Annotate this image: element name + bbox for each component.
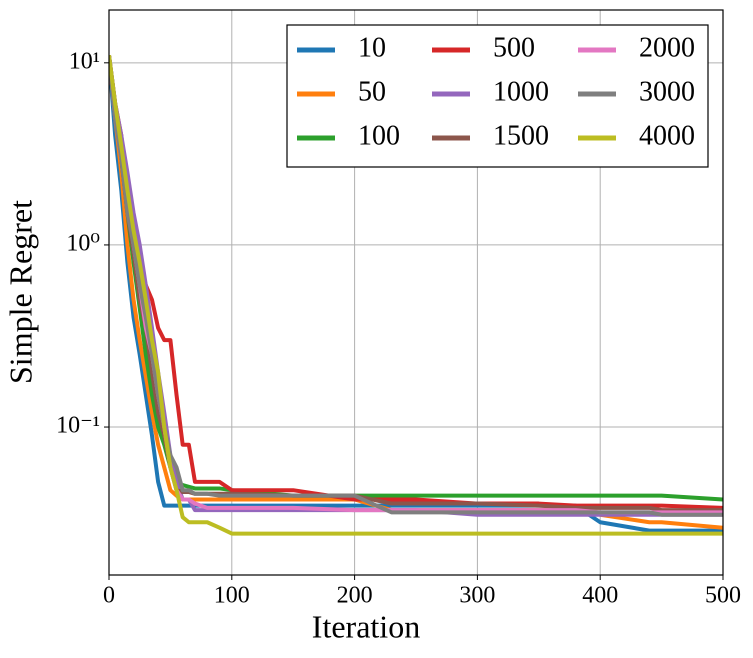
legend-label: 50 <box>358 76 386 107</box>
legend-label: 1000 <box>493 76 549 107</box>
series-line <box>109 55 723 536</box>
legend-label: 10 <box>358 32 386 63</box>
y-tick-label: 10¹ <box>69 48 100 74</box>
x-tick-label: 0 <box>103 583 115 609</box>
x-axis-label: Iteration <box>312 608 420 644</box>
legend-label: 4000 <box>639 120 695 151</box>
x-tick-label: 200 <box>337 583 373 609</box>
legend-box <box>286 24 709 168</box>
legend-label: 500 <box>493 32 535 63</box>
legend-label: 3000 <box>639 76 695 107</box>
series-line <box>109 55 723 517</box>
legend-label: 2000 <box>639 32 695 63</box>
x-tick-label: 400 <box>582 583 618 609</box>
x-tick-label: 300 <box>459 583 495 609</box>
y-axis-label: Simple Regret <box>2 200 38 384</box>
x-tick-label: 500 <box>705 583 741 609</box>
legend-label: 1500 <box>493 120 549 151</box>
plot-frame <box>108 9 724 576</box>
y-tick-label: 10⁰ <box>66 230 100 256</box>
y-tick-label: 10⁻¹ <box>56 413 100 439</box>
legend-label: 100 <box>358 120 400 151</box>
series-line <box>109 55 723 517</box>
x-tick-label: 100 <box>214 583 250 609</box>
